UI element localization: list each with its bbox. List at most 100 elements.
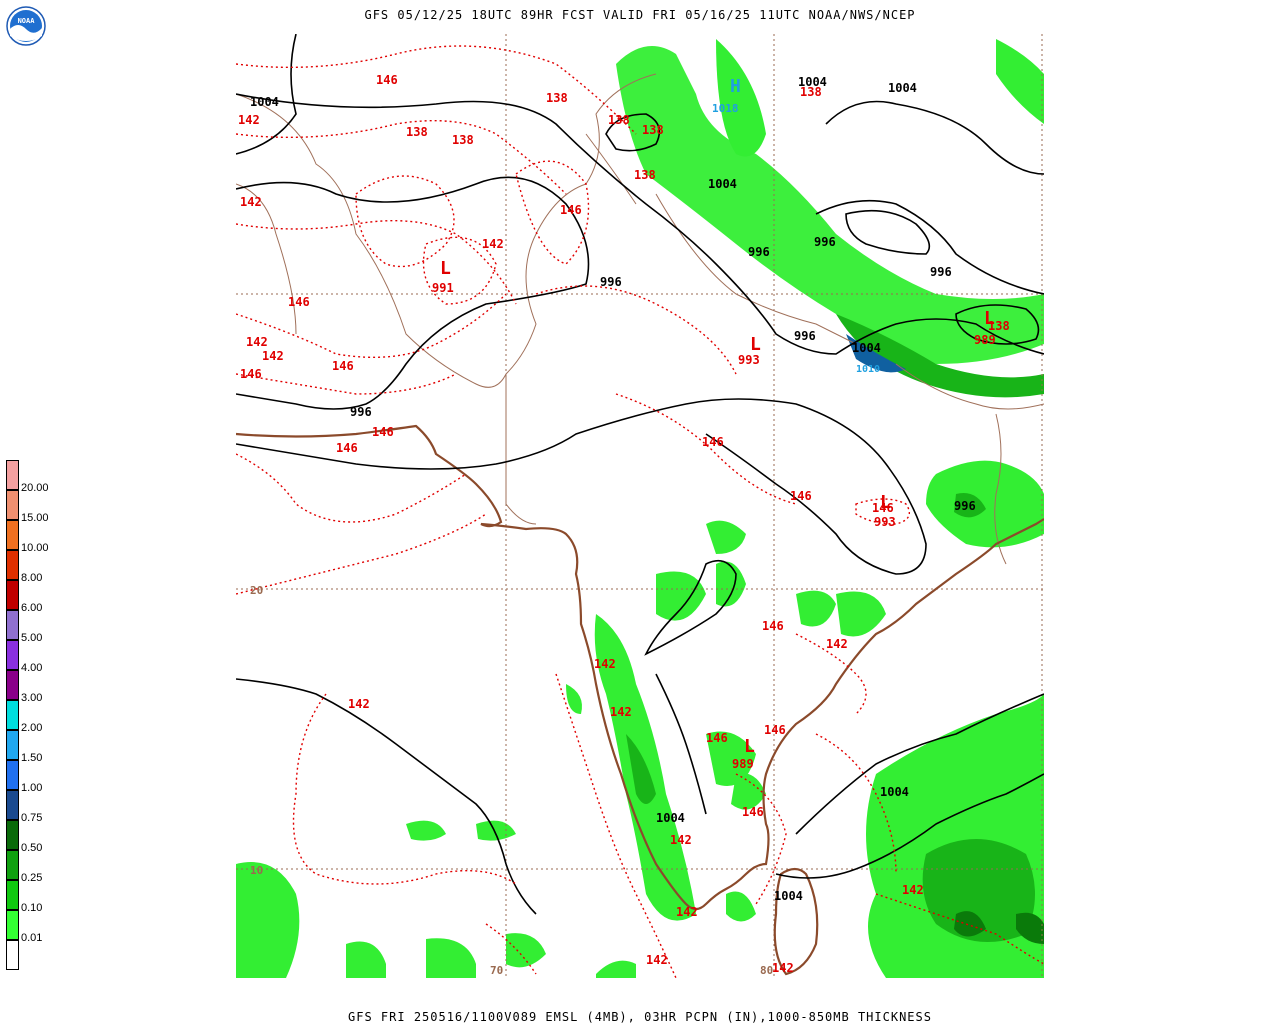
legend-swatch [6,880,19,910]
thickness-label: 138 [546,91,568,105]
thickness-label: 142 [348,697,370,711]
coastline [236,424,1044,976]
pressure-label: 993 [738,353,760,367]
pressure-label: 1004 [774,889,803,903]
pressure-label: 1004 [250,95,279,109]
legend-label: 0.10 [21,902,43,914]
thickness-label: 142 [262,349,284,363]
logo-text: NOAA [18,17,36,25]
legend-label: 4.00 [21,662,43,674]
pressure-label: 996 [350,405,372,419]
legend-label: 3.00 [21,692,43,704]
noaa-logo: NOAA [6,6,46,46]
pressure-label: 1004 [798,75,827,89]
thickness-label: 142 [240,195,262,209]
legend-swatch [6,640,19,670]
pressure-label: 1004 [880,785,909,799]
thickness-labels: 146 142 138 138 138 138 138 138 138 146 … [238,73,1010,975]
thickness-label: 146 [762,619,784,633]
lon-label-80: 80 [760,964,773,977]
lat-label-20: 20 [250,584,263,597]
legend-label: 5.00 [21,632,43,644]
thickness-label: 142 [826,637,848,651]
pressure-label: 996 [930,265,952,279]
thickness-label: 138 [452,133,474,147]
legend-swatch [6,910,19,940]
thickness-label: 142 [238,113,260,127]
thickness-label: 138 [800,85,822,99]
thickness-label: 146 [872,501,894,515]
legend-label: 2.00 [21,722,43,734]
legend-swatch [6,730,19,760]
thickness-label: 138 [608,113,630,127]
pressure-label: 993 [874,515,896,529]
thickness-label: 146 [764,723,786,737]
forecast-map: L L L L L H 1018 1010 1004 1004 1004 996… [236,34,1044,978]
precip-legend: 20.00 15.00 10.00 8.00 6.00 5.00 4.00 3.00 2.00 1… [6,460,66,974]
thickness-label: 142 [610,705,632,719]
thickness-label: 146 [742,805,764,819]
pressure-label: 1004 [888,81,917,95]
thickness-label: 146 [288,295,310,309]
lat-lon-grid [236,34,1044,978]
pressure-label: 989 [974,333,996,347]
thickness-label: 142 [594,657,616,671]
legend-swatch [6,610,19,640]
legend-label: 8.00 [21,572,43,584]
pressure-contours [236,34,1044,915]
thickness-label: 146 [336,441,358,455]
precipitation-shading [236,39,1044,978]
legend-label: 0.25 [21,872,43,884]
pressure-label: 996 [954,499,976,513]
thickness-label: 142 [482,237,504,251]
legend-swatch [6,820,19,850]
legend-swatch [6,670,19,700]
legend-label: 0.01 [21,932,43,944]
pressure-label: 996 [794,329,816,343]
legend-swatch [6,550,19,580]
legend-label: 20.00 [21,482,49,494]
lon-label-70: 70 [490,964,503,977]
thickness-label: 142 [772,961,794,975]
legend-label: 0.75 [21,812,43,824]
thickness-label: 142 [902,883,924,897]
pressure-labels: 1004 1004 1004 996 996 996 996 996 996 9… [250,75,996,903]
legend-swatch [6,700,19,730]
low-symbol: L [440,258,451,279]
low-symbol: L [880,492,891,513]
thickness-contours [236,45,1044,978]
thickness-label: 142 [246,335,268,349]
low-symbol: L [984,308,995,329]
chart-title: GFS 05/12/25 18UTC 89HR FCST VALID FRI 0… [364,8,916,22]
legend-label: 1.50 [21,752,43,764]
legend-swatch [6,520,19,550]
legend-swatch [6,460,19,490]
chart-footer: GFS FRI 250516/1100V089 EMSL (4MB), 03HR… [348,1010,932,1024]
high-symbol: H [730,76,741,97]
pressure-label: 991 [432,281,454,295]
thickness-label: 146 [376,73,398,87]
pressure-label: 989 [732,757,754,771]
legend-label: 1.00 [21,782,43,794]
low-symbol: L [744,736,755,757]
thickness-label: 146 [790,489,812,503]
legend-swatch [6,760,19,790]
thickness-label: 146 [240,367,262,381]
legend-swatch [6,790,19,820]
thickness-label: 138 [406,125,428,139]
map-canvas: L L L L L H 1018 1010 1004 1004 1004 996… [236,34,1044,978]
thickness-label: 142 [676,905,698,919]
thickness-label: 146 [560,203,582,217]
thickness-label: 146 [706,731,728,745]
pressure-label: 996 [748,245,770,259]
lat-label-10: 10 [250,864,263,877]
pressure-label: 1004 [708,177,737,191]
pressure-label: 996 [814,235,836,249]
low-symbol: L [750,334,761,355]
thickness-label: 142 [646,953,668,967]
legend-label: 15.00 [21,512,49,524]
high-value: 1018 [712,102,739,115]
legend-label: 10.00 [21,542,49,554]
thickness-label: 138 [634,168,656,182]
thickness-label: 146 [372,425,394,439]
